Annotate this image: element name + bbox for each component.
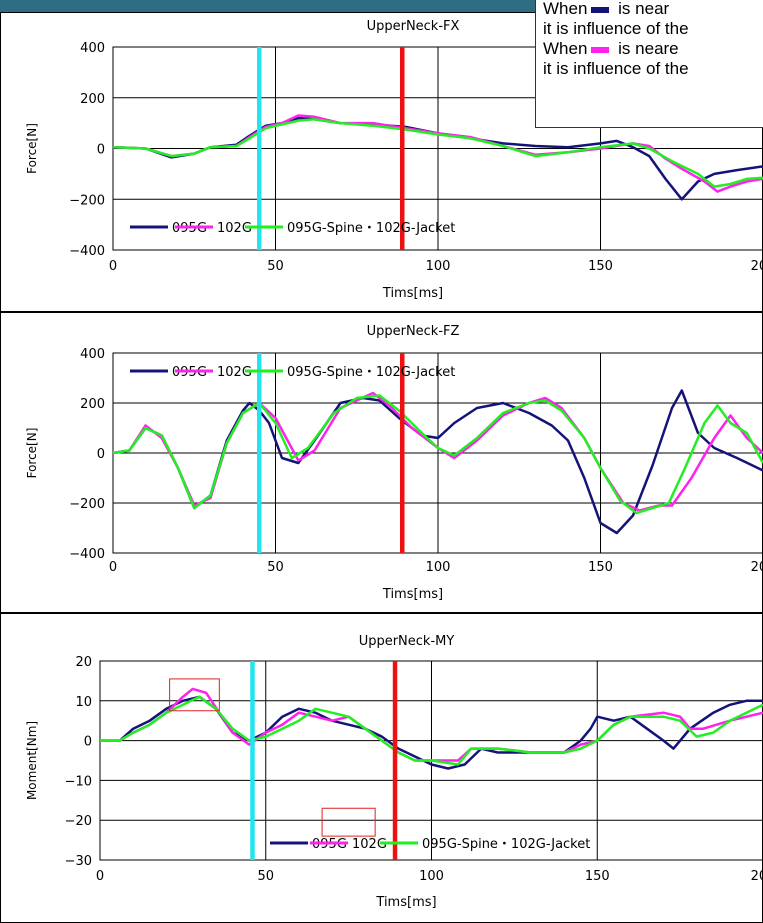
- y-tick-label: −20: [65, 814, 92, 829]
- y-tick-label: 200: [80, 397, 105, 412]
- x-tick-label: 0: [109, 259, 117, 274]
- note-line-3-end: is neare: [618, 39, 679, 58]
- plot-area: [112, 46, 763, 251]
- note-line-1-end: is near: [618, 0, 670, 18]
- y-tick-label: 10: [75, 695, 92, 710]
- y-axis-label: Moment[Nm]: [25, 721, 39, 800]
- x-tick-label: 200: [751, 560, 763, 575]
- note-line-4: it is influence of the: [543, 59, 689, 78]
- plot-area: [99, 660, 763, 861]
- legend-label-2: 102G: [352, 837, 387, 852]
- series-3-line: [112, 394, 763, 515]
- y-tick-label: 400: [80, 347, 105, 362]
- y-tick-label: 0: [84, 735, 92, 750]
- chart-title: UpperNeck-FX: [367, 19, 460, 34]
- legend-label-2: 102G: [217, 221, 252, 236]
- x-tick-label: 150: [588, 560, 613, 575]
- dark-blue-swatch-icon: [591, 6, 610, 13]
- y-tick-label: 0: [97, 447, 105, 462]
- x-axis-label: Tims[ms]: [382, 286, 443, 301]
- x-tick-label: 100: [419, 869, 444, 884]
- legend-label-2: 102G: [217, 365, 252, 380]
- y-tick-label: −200: [69, 193, 105, 208]
- annotation-note: When is near it is influence of the When…: [535, 0, 763, 128]
- chart-title: UpperNeck-MY: [359, 634, 455, 649]
- chart-2: 400 200 0 −200 −400 0 50 100 150 200 UpperNeck-FZ T…: [0, 312, 763, 613]
- y-tick-label: −400: [69, 244, 105, 259]
- chart-title: UpperNeck-FZ: [367, 324, 460, 339]
- x-tick-label: 150: [588, 259, 613, 274]
- legend-label-3: 095G-Spine・102G-Jacket: [422, 837, 590, 852]
- chart-2-frame: [0, 312, 763, 613]
- x-tick-label: 200: [751, 259, 763, 274]
- chart-3-frame: [0, 613, 763, 923]
- x-tick-label: 50: [267, 560, 284, 575]
- y-tick-label: 400: [80, 41, 105, 56]
- series-3-line: [100, 695, 763, 766]
- y-tick-label: −200: [69, 497, 105, 512]
- note-line-2: it is influence of the: [543, 19, 689, 38]
- y-tick-label: −30: [65, 854, 92, 869]
- series-3-line: [112, 118, 763, 188]
- y-axis-label: Force[N]: [25, 428, 39, 479]
- y-tick-label: 0: [97, 143, 105, 158]
- x-tick-label: 100: [426, 560, 451, 575]
- x-tick-label: 100: [426, 259, 451, 274]
- y-tick-label: −10: [65, 774, 92, 789]
- x-tick-label: 150: [585, 869, 610, 884]
- y-axis-label: Force[N]: [25, 123, 39, 174]
- x-tick-label: 200: [751, 869, 763, 884]
- x-tick-label: 50: [257, 869, 274, 884]
- magenta-swatch-icon: [591, 46, 610, 53]
- x-tick-label: 50: [267, 259, 284, 274]
- y-tick-label: −400: [69, 547, 105, 562]
- y-tick-label: 200: [80, 92, 105, 107]
- note-line-3-start: When: [543, 39, 588, 58]
- highlight-box-peak: [169, 678, 220, 712]
- chart-3: 20100−10−20−30050100150200UpperNeck-MYTi…: [0, 613, 763, 923]
- x-axis-label: Tims[ms]: [375, 895, 436, 910]
- x-tick-label: 0: [109, 560, 117, 575]
- y-tick-label: 20: [75, 655, 92, 670]
- highlight-box-legend: [321, 807, 376, 837]
- x-axis-label: Tims[ms]: [382, 587, 443, 602]
- legend-label-3: 095G-Spine・102G-Jacket: [287, 365, 455, 380]
- legend-label-3: 095G-Spine・102G-Jacket: [287, 221, 455, 236]
- x-tick-label: 0: [96, 869, 104, 884]
- note-line-1-start: When: [543, 0, 588, 18]
- note-line-1: When is near: [543, 0, 763, 19]
- note-line-3: When is neare: [543, 39, 763, 59]
